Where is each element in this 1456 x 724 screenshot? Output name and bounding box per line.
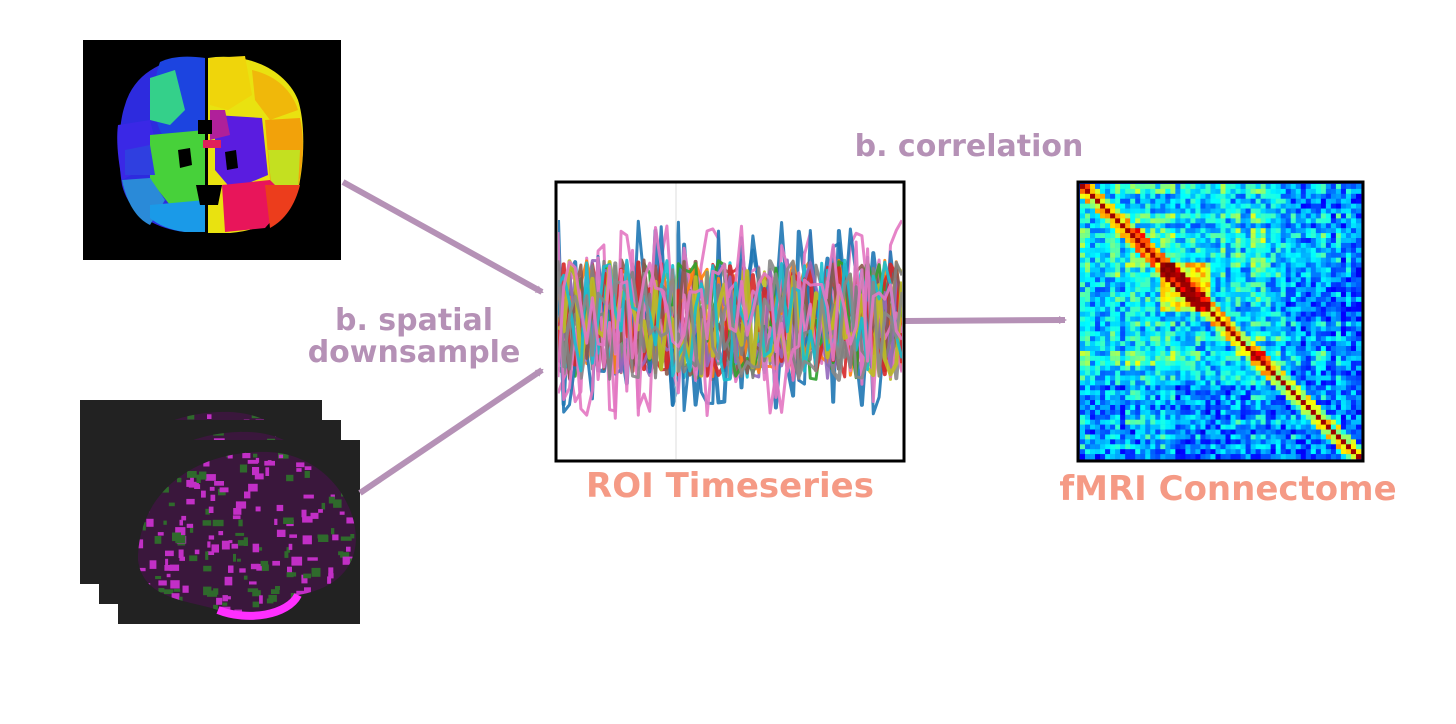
correlation-label: b. correlation [855, 129, 1084, 164]
arrow-volumes-to-timeseries [358, 367, 544, 496]
arrow-timeseries-to-connectome [904, 316, 1067, 325]
timeseries-trace [558, 224, 902, 420]
timeseries-trace [558, 259, 902, 380]
fmri-connectome-label: fMRI Connectome [1059, 469, 1396, 509]
correlation-matrix-icon [1076, 180, 1365, 463]
timeseries-trace [558, 258, 902, 382]
timeseries-trace [558, 260, 902, 378]
spatial-downsample-label-line2: downsample [308, 335, 521, 370]
fmri-volume-stack-icon [80, 400, 360, 624]
roi-timeseries-label: ROI Timeseries [586, 466, 874, 506]
roi-timeseries-plot-icon [554, 180, 906, 463]
spatial-downsample-label-line1: b. spatial [335, 303, 493, 338]
brain-atlas-parcellation-icon [83, 40, 341, 260]
arrow-atlas-to-timeseries [341, 179, 544, 295]
